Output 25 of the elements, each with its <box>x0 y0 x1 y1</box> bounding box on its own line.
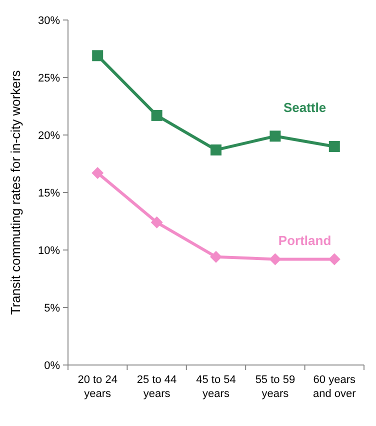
series-label: Portland <box>278 233 332 248</box>
point <box>328 141 340 152</box>
y-tick-label: 20% <box>38 130 60 142</box>
point <box>328 253 340 266</box>
point <box>151 110 162 121</box>
point <box>210 250 222 263</box>
x-tick-label: 20 to 24 years <box>78 374 118 400</box>
y-axis-title: Transit commuting rates for in-city workers <box>8 70 23 315</box>
point <box>92 50 104 62</box>
point <box>210 144 222 156</box>
point <box>150 216 163 228</box>
point <box>270 130 281 142</box>
y-tick-label: 10% <box>38 244 60 257</box>
series-label: Seattle <box>283 100 326 116</box>
point <box>92 166 104 179</box>
y-tick-label: 25% <box>38 72 60 84</box>
y-tick-label: 15% <box>38 187 60 200</box>
point <box>269 253 282 266</box>
x-tick-label: 45 to 54 years <box>196 374 236 400</box>
x-tick-label: 55 to 59 years <box>255 374 296 400</box>
y-tick-label: 30% <box>38 14 60 27</box>
y-tick-label: 0% <box>44 360 60 372</box>
y-tick-label: 5% <box>44 302 60 314</box>
x-tick-label: 25 to 44 years <box>136 374 177 400</box>
x-tick-label: 60 years and over <box>312 374 356 400</box>
